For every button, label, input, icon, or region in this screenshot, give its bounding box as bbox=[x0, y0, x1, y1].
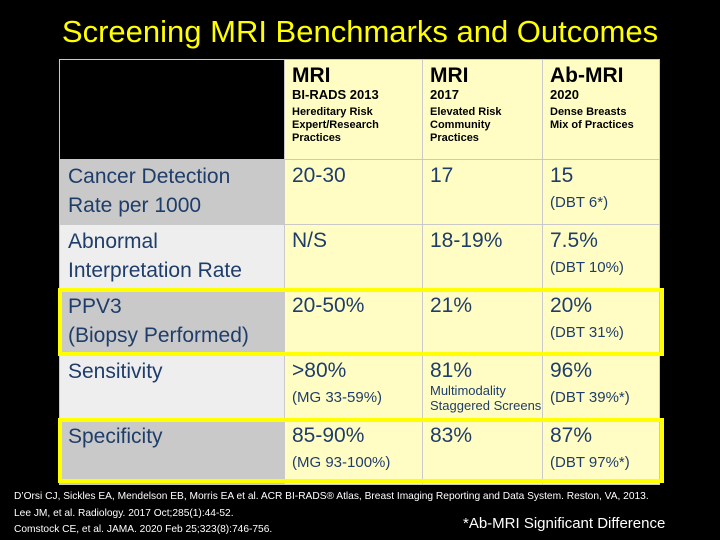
cell-value: 17 bbox=[422, 159, 543, 225]
cell-value: N/S bbox=[284, 224, 423, 290]
column-header-mri-2017: MRI 2017 Elevated Risk Community Practices bbox=[422, 59, 543, 160]
significance-footnote: *Ab-MRI Significant Difference bbox=[463, 515, 666, 532]
specificity-highlight-box bbox=[58, 418, 664, 483]
row-label-abnormal-interpretation: Abnormal Interpretation Rate bbox=[59, 224, 285, 290]
row-label-specificity: Specificity bbox=[59, 419, 285, 485]
row-label-cancer-detection: Cancer Detection Rate per 1000 bbox=[59, 159, 285, 225]
cell-value: >80% (MG 33-59%) bbox=[284, 354, 423, 420]
header-corner bbox=[59, 59, 285, 160]
reference-line: Lee JM, et al. Radiology. 2017 Oct;285(1… bbox=[14, 507, 234, 519]
cell-value: 18-19% bbox=[422, 224, 543, 290]
benchmark-table: MRI BI-RADS 2013 Hereditary Risk Expert/R… bbox=[59, 59, 660, 485]
cell-value: 96% (DBT 39%*) bbox=[542, 354, 660, 420]
cell-value: 15 (DBT 6*) bbox=[542, 159, 660, 225]
cell-value: 81% Multimodality Staggered Screens bbox=[422, 354, 543, 420]
cell-value: 85-90% (MG 93-100%) bbox=[284, 419, 423, 485]
reference-line: Comstock CE, et al. JAMA. 2020 Feb 25;32… bbox=[14, 524, 273, 535]
cell-value: 87% (DBT 97%*) bbox=[542, 419, 660, 485]
ppv3-highlight-box bbox=[58, 288, 664, 356]
cell-value: 20% (DBT 31%) bbox=[542, 289, 660, 355]
cell-value: 83% bbox=[422, 419, 543, 485]
cell-value: 7.5% (DBT 10%) bbox=[542, 224, 660, 290]
references: D’Orsi CJ, Sickles EA, Mendelson EB, Mor… bbox=[14, 489, 649, 539]
row-label-sensitivity: Sensitivity bbox=[59, 354, 285, 420]
column-header-mri-2013: MRI BI-RADS 2013 Hereditary Risk Expert/R… bbox=[284, 59, 423, 160]
table-row: Sensitivity >80% (MG 33-59%) 81% Multimoda… bbox=[59, 354, 660, 420]
table-row: Specificity 85-90% (MG 93-100%) 83% 87% (D… bbox=[59, 419, 660, 485]
table-row: Cancer Detection Rate per 1000 20-30 17 1… bbox=[59, 159, 660, 225]
reference-line: D’Orsi CJ, Sickles EA, Mendelson EB, Mor… bbox=[14, 491, 649, 502]
table-row: PPV3 (Biopsy Performed) 20-50% 21% 20% (DB… bbox=[59, 289, 660, 355]
column-header-ab-mri-2020: Ab-MRI 2020 Dense Breasts Mix of Practice… bbox=[542, 59, 660, 160]
header-row: MRI BI-RADS 2013 Hereditary Risk Expert/R… bbox=[59, 59, 660, 160]
cell-value: 20-50% bbox=[284, 289, 423, 355]
row-label-ppv3: PPV3 (Biopsy Performed) bbox=[59, 289, 285, 355]
slide-title: Screening MRI Benchmarks and Outcomes bbox=[61, 14, 659, 49]
table-row: Abnormal Interpretation Rate N/S 18-19% 7… bbox=[59, 224, 660, 290]
cell-value: 21% bbox=[422, 289, 543, 355]
cell-value: 20-30 bbox=[284, 159, 423, 225]
